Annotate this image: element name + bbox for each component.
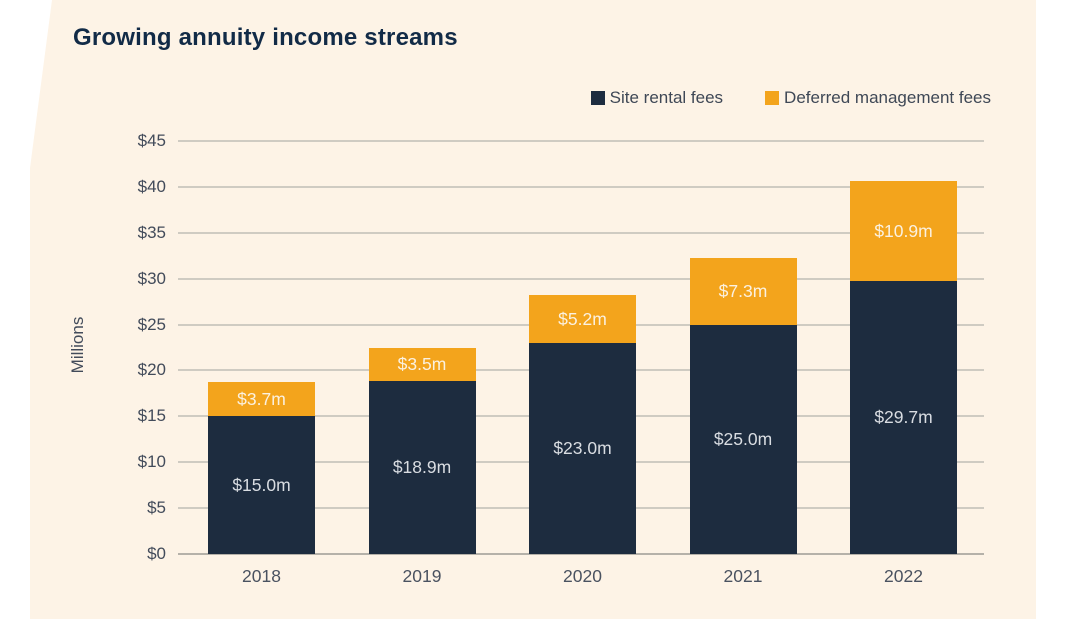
y-tick-label: $0 xyxy=(147,544,166,563)
bar-segment-deferred-management-fees-2021: $7.3m xyxy=(689,257,797,325)
x-axis-baseline xyxy=(178,553,984,555)
bar-segment-deferred-management-fees-2020: $5.2m xyxy=(529,295,636,343)
legend-item-1: Deferred management fees xyxy=(765,88,991,108)
bar-value-label: $5.2m xyxy=(558,308,607,329)
gridline xyxy=(178,185,984,188)
legend-swatch-icon xyxy=(590,91,605,105)
x-tick-label-2018: 2018 xyxy=(242,566,281,586)
gridline xyxy=(178,277,984,280)
legend-label: Deferred management fees xyxy=(784,88,991,107)
bar-segment-site-rental-fees-2021: $25.0m xyxy=(689,324,797,554)
bar-value-label: $7.3m xyxy=(718,280,768,301)
y-tick-label: $20 xyxy=(137,360,166,380)
bar-value-label: $10.9m xyxy=(874,220,933,241)
bar-value-label: $3.7m xyxy=(237,388,286,409)
gridline xyxy=(178,231,984,234)
legend-item-0: Site rental fees xyxy=(590,88,724,108)
bar-segment-deferred-management-fees-2018: $3.7m xyxy=(208,382,315,417)
y-tick-label: $5 xyxy=(147,498,166,518)
y-tick-label: $35 xyxy=(137,222,166,242)
bar-value-label: $23.0m xyxy=(553,437,612,458)
bar-segment-deferred-management-fees-2019: $3.5m xyxy=(368,348,476,381)
y-tick-label: $30 xyxy=(137,268,166,288)
y-tick-label: $15 xyxy=(137,406,166,426)
bar-segment-site-rental-fees-2018: $15.0m xyxy=(208,416,315,554)
y-tick-label: $45 xyxy=(137,131,166,150)
legend-swatch-icon xyxy=(765,91,780,105)
bar-segment-site-rental-fees-2019: $18.9m xyxy=(368,380,476,554)
bar-segment-site-rental-fees-2022: $29.7m xyxy=(850,281,957,554)
legend-label: Site rental fees xyxy=(609,88,724,107)
x-tick-label-2021: 2021 xyxy=(723,566,763,586)
bar-segment-deferred-management-fees-2022: $10.9m xyxy=(850,181,957,282)
y-tick-label: $25 xyxy=(137,314,166,334)
gridline xyxy=(178,140,984,142)
legend: Site rental fees Deferred management fees xyxy=(590,88,991,108)
bar-segment-site-rental-fees-2020: $23.0m xyxy=(529,342,636,554)
chart-title: Growing annuity income streams xyxy=(73,24,458,51)
x-tick-label-2022: 2022 xyxy=(884,566,923,586)
x-tick-label-2019: 2019 xyxy=(402,566,442,586)
y-tick-label: $10 xyxy=(137,452,166,472)
bar-value-label: $15.0m xyxy=(232,474,291,495)
bar-value-label: $29.7m xyxy=(874,407,933,428)
bar-value-label: $25.0m xyxy=(713,428,773,449)
y-tick-label: $40 xyxy=(137,176,166,196)
bar-value-label: $3.5m xyxy=(397,353,447,374)
x-tick-label-2020: 2020 xyxy=(563,566,602,586)
y-axis-title: Millions xyxy=(68,316,87,374)
bar-value-label: $18.9m xyxy=(392,456,452,477)
